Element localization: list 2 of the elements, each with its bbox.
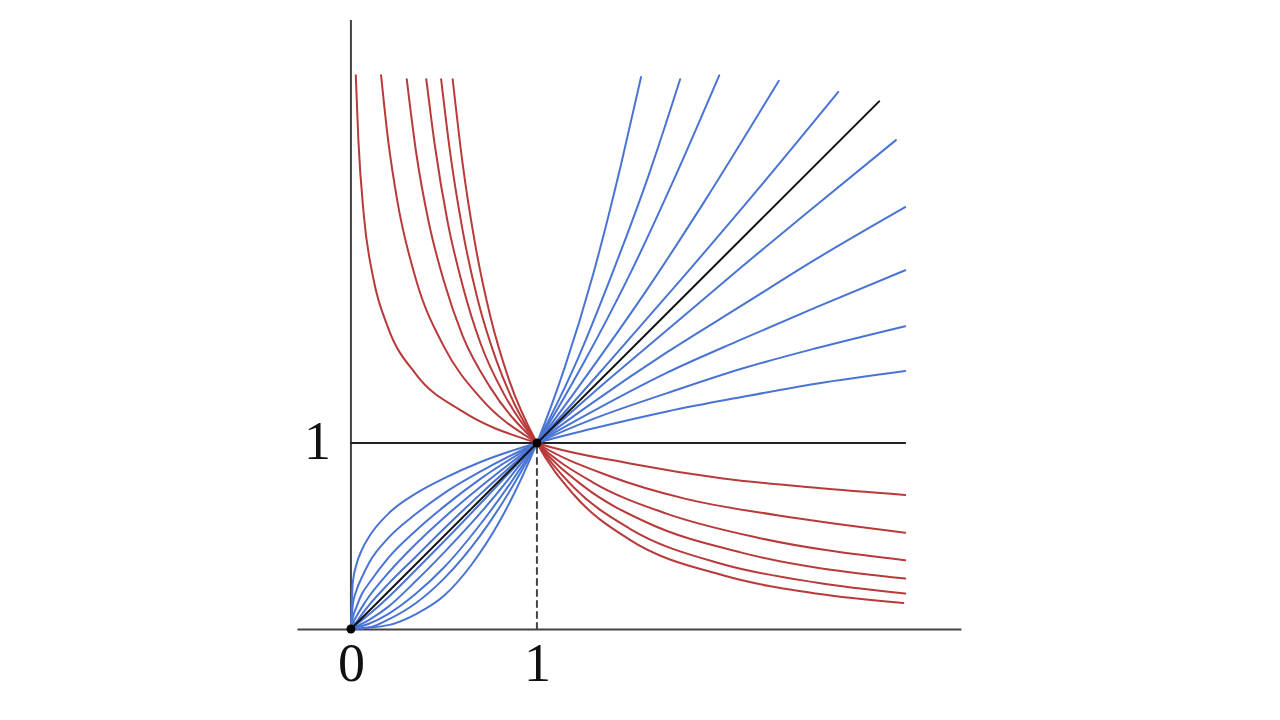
x-tick-label: 0 xyxy=(337,632,365,693)
annotation: 1 xyxy=(303,410,331,471)
